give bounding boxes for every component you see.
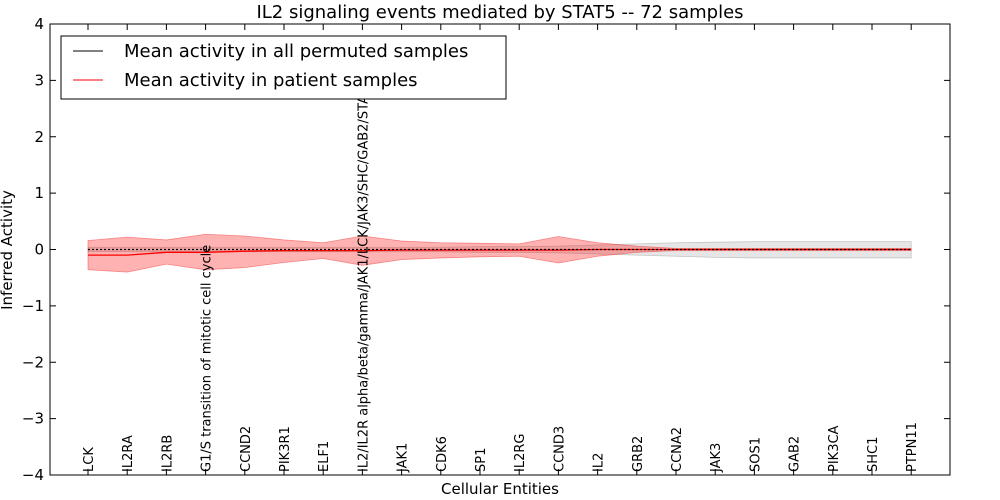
- y-tick-label: 0: [34, 241, 44, 259]
- x-tick-label: CCNA2: [670, 427, 685, 472]
- y-axis: −4 −3 −2 −1 0 1 2 3 4: [22, 15, 950, 484]
- x-tick-label: SP1: [474, 448, 489, 472]
- x-tick-label: GAB2: [788, 436, 803, 472]
- x-tick-label: JAK3: [709, 443, 724, 473]
- x-tick-label: ELF1: [317, 441, 332, 472]
- x-tick-label: LCK: [82, 447, 97, 472]
- x-tick-label: IL2: [592, 453, 607, 472]
- y-tick-label: −2: [22, 353, 44, 371]
- legend-box: [60, 35, 507, 100]
- x-tick-label: CDK6: [435, 436, 450, 472]
- x-axis-label: Cellular Entities: [441, 480, 559, 498]
- y-tick-label: 1: [34, 184, 44, 202]
- x-tick-label: SHC1: [866, 437, 881, 472]
- x-tick-label: CCND3: [552, 426, 567, 472]
- x-tick-label: JAK1: [396, 443, 411, 473]
- series-lines: [88, 248, 912, 256]
- x-tick-label: PIK3CA: [827, 425, 842, 472]
- legend-label-permuted: Mean activity in all permuted samples: [124, 41, 468, 62]
- x-tick-label: PTPN11: [905, 422, 920, 472]
- y-tick-label: −4: [22, 466, 44, 484]
- y-tick-label: −3: [22, 410, 44, 428]
- x-tick-label: CCND2: [239, 426, 254, 472]
- x-tick-label: PIK3R1: [278, 426, 293, 472]
- chart-title: IL2 signaling events mediated by STAT5 -…: [256, 2, 743, 23]
- y-tick-label: 2: [34, 128, 44, 146]
- x-tick-label: SOS1: [748, 437, 763, 472]
- x-tick-label: IL2/IL2R alpha/beta/gamma/JAK1/LCK/JAK3/…: [356, 80, 371, 472]
- y-tick-label: 4: [34, 15, 44, 33]
- x-tick-label: IL2RA: [121, 435, 136, 472]
- x-tick-label: GRB2: [631, 436, 646, 472]
- legend: Mean activity in all permuted samples Me…: [60, 35, 507, 100]
- x-tick-label: IL2RG: [513, 434, 528, 472]
- y-tick-label: 3: [34, 71, 44, 89]
- x-tick-label: IL2RB: [160, 435, 175, 472]
- y-tick-label: −1: [22, 297, 44, 315]
- x-axis: LCK IL2RA IL2RB G1/S transition of mitotic …: [82, 24, 920, 475]
- y-axis-label: Inferred Activity: [0, 190, 16, 310]
- legend-label-patient: Mean activity in patient samples: [124, 70, 418, 91]
- band-patient: [87, 233, 912, 273]
- x-tick-label: G1/S transition of mitotic cell cycle: [200, 245, 215, 472]
